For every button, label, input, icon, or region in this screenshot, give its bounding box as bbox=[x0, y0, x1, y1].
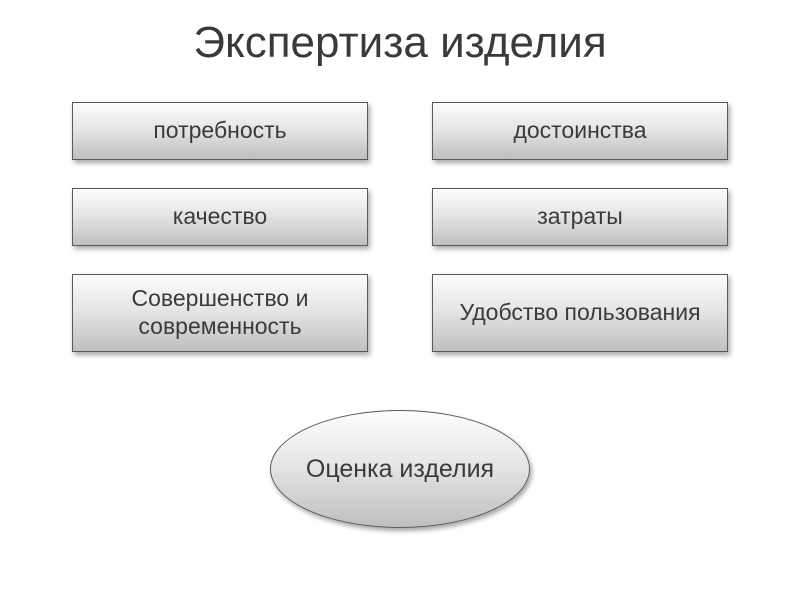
box-quality: качество bbox=[72, 188, 368, 246]
grid-row: качество затраты bbox=[0, 188, 800, 246]
grid-row: Совершенство и современность Удобство по… bbox=[0, 274, 800, 352]
box-costs: затраты bbox=[432, 188, 728, 246]
box-advantages: достоинства bbox=[432, 102, 728, 160]
box-usability: Удобство пользования bbox=[432, 274, 728, 352]
box-grid: потребность достоинства качество затраты… bbox=[0, 102, 800, 380]
box-need: потребность bbox=[72, 102, 368, 160]
ellipse-container: Оценка изделия bbox=[0, 410, 800, 528]
grid-row: потребность достоинства bbox=[0, 102, 800, 160]
box-perfection: Совершенство и современность bbox=[72, 274, 368, 352]
slide: Экспертиза изделия потребность достоинст… bbox=[0, 0, 800, 600]
evaluation-ellipse: Оценка изделия bbox=[270, 410, 530, 528]
page-title: Экспертиза изделия bbox=[0, 0, 800, 68]
